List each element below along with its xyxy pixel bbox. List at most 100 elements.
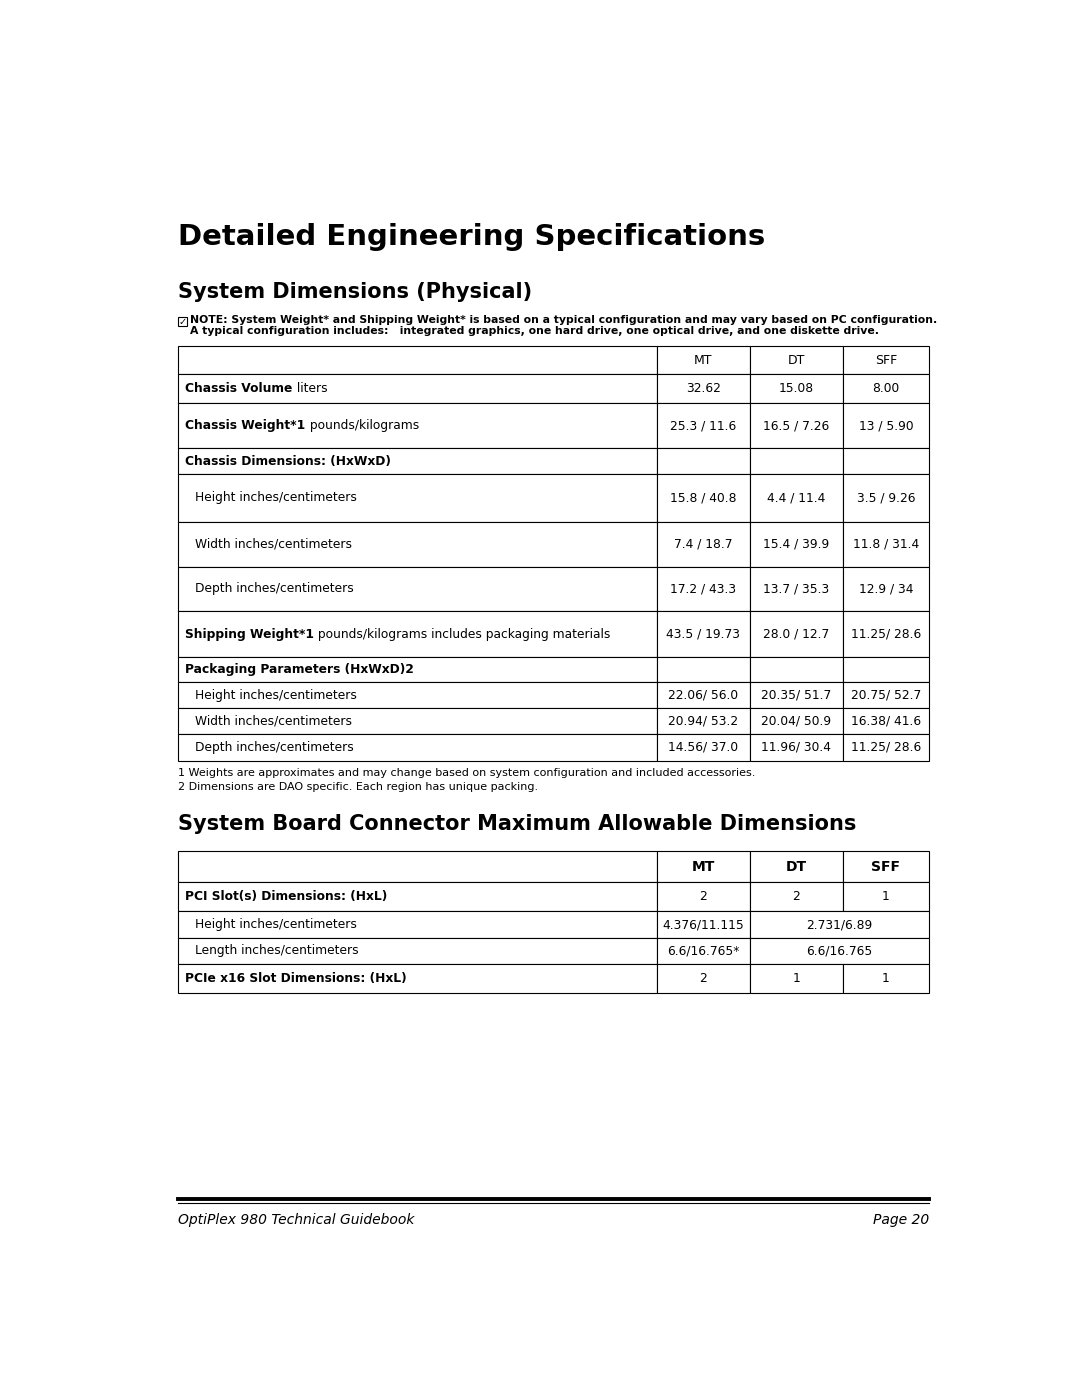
Bar bbox=[177, 911, 657, 937]
Bar bbox=[750, 708, 842, 735]
Text: Depth inches/centimeters: Depth inches/centimeters bbox=[194, 583, 353, 595]
Text: System Dimensions (Physical): System Dimensions (Physical) bbox=[177, 282, 531, 302]
Text: 11.25/ 28.6: 11.25/ 28.6 bbox=[851, 740, 921, 754]
Bar bbox=[657, 522, 750, 567]
Text: Width inches/centimeters: Width inches/centimeters bbox=[194, 538, 352, 550]
Text: Height inches/centimeters: Height inches/centimeters bbox=[194, 918, 356, 930]
Bar bbox=[842, 882, 930, 911]
Text: 2 Dimensions are DAO specific. Each region has unique packing.: 2 Dimensions are DAO specific. Each regi… bbox=[177, 782, 538, 792]
Text: 14.56/ 37.0: 14.56/ 37.0 bbox=[669, 740, 738, 754]
Bar bbox=[750, 735, 842, 760]
Bar bbox=[842, 610, 930, 658]
Text: 3.5 / 9.26: 3.5 / 9.26 bbox=[856, 492, 915, 504]
Bar bbox=[177, 708, 657, 735]
Text: 7.4 / 18.7: 7.4 / 18.7 bbox=[674, 538, 732, 550]
Text: 2: 2 bbox=[699, 890, 707, 904]
Bar bbox=[657, 346, 750, 374]
Text: 43.5 / 19.73: 43.5 / 19.73 bbox=[666, 627, 740, 641]
Text: Depth inches/centimeters: Depth inches/centimeters bbox=[194, 740, 353, 754]
Bar bbox=[842, 658, 930, 682]
Bar bbox=[750, 474, 842, 522]
Text: Length inches/centimeters: Length inches/centimeters bbox=[194, 944, 359, 957]
Text: 4.4 / 11.4: 4.4 / 11.4 bbox=[767, 492, 825, 504]
Bar bbox=[750, 964, 842, 993]
Text: 13.7 / 35.3: 13.7 / 35.3 bbox=[762, 583, 829, 595]
Bar bbox=[657, 851, 750, 882]
Bar bbox=[177, 937, 657, 964]
Bar bbox=[842, 448, 930, 474]
Bar bbox=[750, 404, 842, 448]
Text: 1: 1 bbox=[882, 890, 890, 904]
Text: 6.6/16.765: 6.6/16.765 bbox=[807, 944, 873, 957]
Text: OptiPlex 980 Technical Guidebook: OptiPlex 980 Technical Guidebook bbox=[177, 1214, 414, 1228]
Bar bbox=[842, 735, 930, 760]
Text: 2.731/6.89: 2.731/6.89 bbox=[807, 918, 873, 930]
Bar bbox=[657, 658, 750, 682]
Text: 16.38/ 41.6: 16.38/ 41.6 bbox=[851, 715, 921, 728]
Text: pounds/kilograms includes packaging materials: pounds/kilograms includes packaging mate… bbox=[314, 627, 611, 641]
Text: 12.9 / 34: 12.9 / 34 bbox=[859, 583, 914, 595]
Text: SFF: SFF bbox=[875, 353, 897, 366]
Text: 11.25/ 28.6: 11.25/ 28.6 bbox=[851, 627, 921, 641]
Bar bbox=[657, 610, 750, 658]
Text: Height inches/centimeters: Height inches/centimeters bbox=[194, 689, 356, 701]
Text: 15.4 / 39.9: 15.4 / 39.9 bbox=[762, 538, 829, 550]
Bar bbox=[657, 708, 750, 735]
Bar bbox=[657, 964, 750, 993]
Bar bbox=[750, 448, 842, 474]
Text: 32.62: 32.62 bbox=[686, 383, 720, 395]
Text: Chassis Dimensions: (HxWxD): Chassis Dimensions: (HxWxD) bbox=[186, 454, 391, 468]
Text: 17.2 / 43.3: 17.2 / 43.3 bbox=[670, 583, 737, 595]
Bar bbox=[177, 882, 657, 911]
Text: 20.35/ 51.7: 20.35/ 51.7 bbox=[761, 689, 832, 701]
Text: PCIe x16 Slot Dimensions: (HxL): PCIe x16 Slot Dimensions: (HxL) bbox=[186, 972, 407, 985]
Bar bbox=[842, 964, 930, 993]
Bar bbox=[750, 610, 842, 658]
Bar bbox=[177, 317, 187, 327]
Bar bbox=[177, 522, 657, 567]
Bar bbox=[657, 937, 750, 964]
Text: 15.08: 15.08 bbox=[779, 383, 813, 395]
Text: 6.6/16.765*: 6.6/16.765* bbox=[666, 944, 740, 957]
Bar bbox=[177, 448, 657, 474]
Text: 1: 1 bbox=[793, 972, 800, 985]
Text: 28.0 / 12.7: 28.0 / 12.7 bbox=[762, 627, 829, 641]
Bar bbox=[842, 708, 930, 735]
Text: SFF: SFF bbox=[872, 859, 901, 873]
Bar bbox=[177, 964, 657, 993]
Bar bbox=[177, 374, 657, 404]
Bar bbox=[842, 567, 930, 610]
Text: DT: DT bbox=[785, 859, 807, 873]
Bar bbox=[750, 851, 842, 882]
Text: Packaging Parameters (HxWxD)2: Packaging Parameters (HxWxD)2 bbox=[186, 664, 415, 676]
Text: 20.94/ 53.2: 20.94/ 53.2 bbox=[669, 715, 738, 728]
Text: liters: liters bbox=[293, 383, 327, 395]
Bar bbox=[657, 882, 750, 911]
Text: 22.06/ 56.0: 22.06/ 56.0 bbox=[669, 689, 738, 701]
Text: Height inches/centimeters: Height inches/centimeters bbox=[194, 492, 356, 504]
Text: 25.3 / 11.6: 25.3 / 11.6 bbox=[670, 419, 737, 432]
Text: DT: DT bbox=[787, 353, 805, 366]
Text: Shipping Weight*1: Shipping Weight*1 bbox=[186, 627, 314, 641]
Bar bbox=[842, 346, 930, 374]
Text: Detailed Engineering Specifications: Detailed Engineering Specifications bbox=[177, 224, 765, 251]
Bar bbox=[750, 937, 930, 964]
Text: Chassis Weight*1: Chassis Weight*1 bbox=[186, 419, 306, 432]
Text: 4.376/11.115: 4.376/11.115 bbox=[662, 918, 744, 930]
Text: 2: 2 bbox=[793, 890, 800, 904]
Bar bbox=[842, 404, 930, 448]
Bar bbox=[842, 374, 930, 404]
Bar bbox=[177, 346, 657, 374]
Bar bbox=[177, 404, 657, 448]
Text: PCI Slot(s) Dimensions: (HxL): PCI Slot(s) Dimensions: (HxL) bbox=[186, 890, 388, 904]
Bar bbox=[750, 882, 842, 911]
Text: MT: MT bbox=[691, 859, 715, 873]
Bar bbox=[750, 346, 842, 374]
Bar bbox=[657, 374, 750, 404]
Bar bbox=[842, 522, 930, 567]
Bar bbox=[750, 374, 842, 404]
Bar bbox=[657, 448, 750, 474]
Text: A typical configuration includes:   integrated graphics, one hard drive, one opt: A typical configuration includes: integr… bbox=[190, 327, 879, 337]
Bar bbox=[750, 658, 842, 682]
Bar bbox=[657, 474, 750, 522]
